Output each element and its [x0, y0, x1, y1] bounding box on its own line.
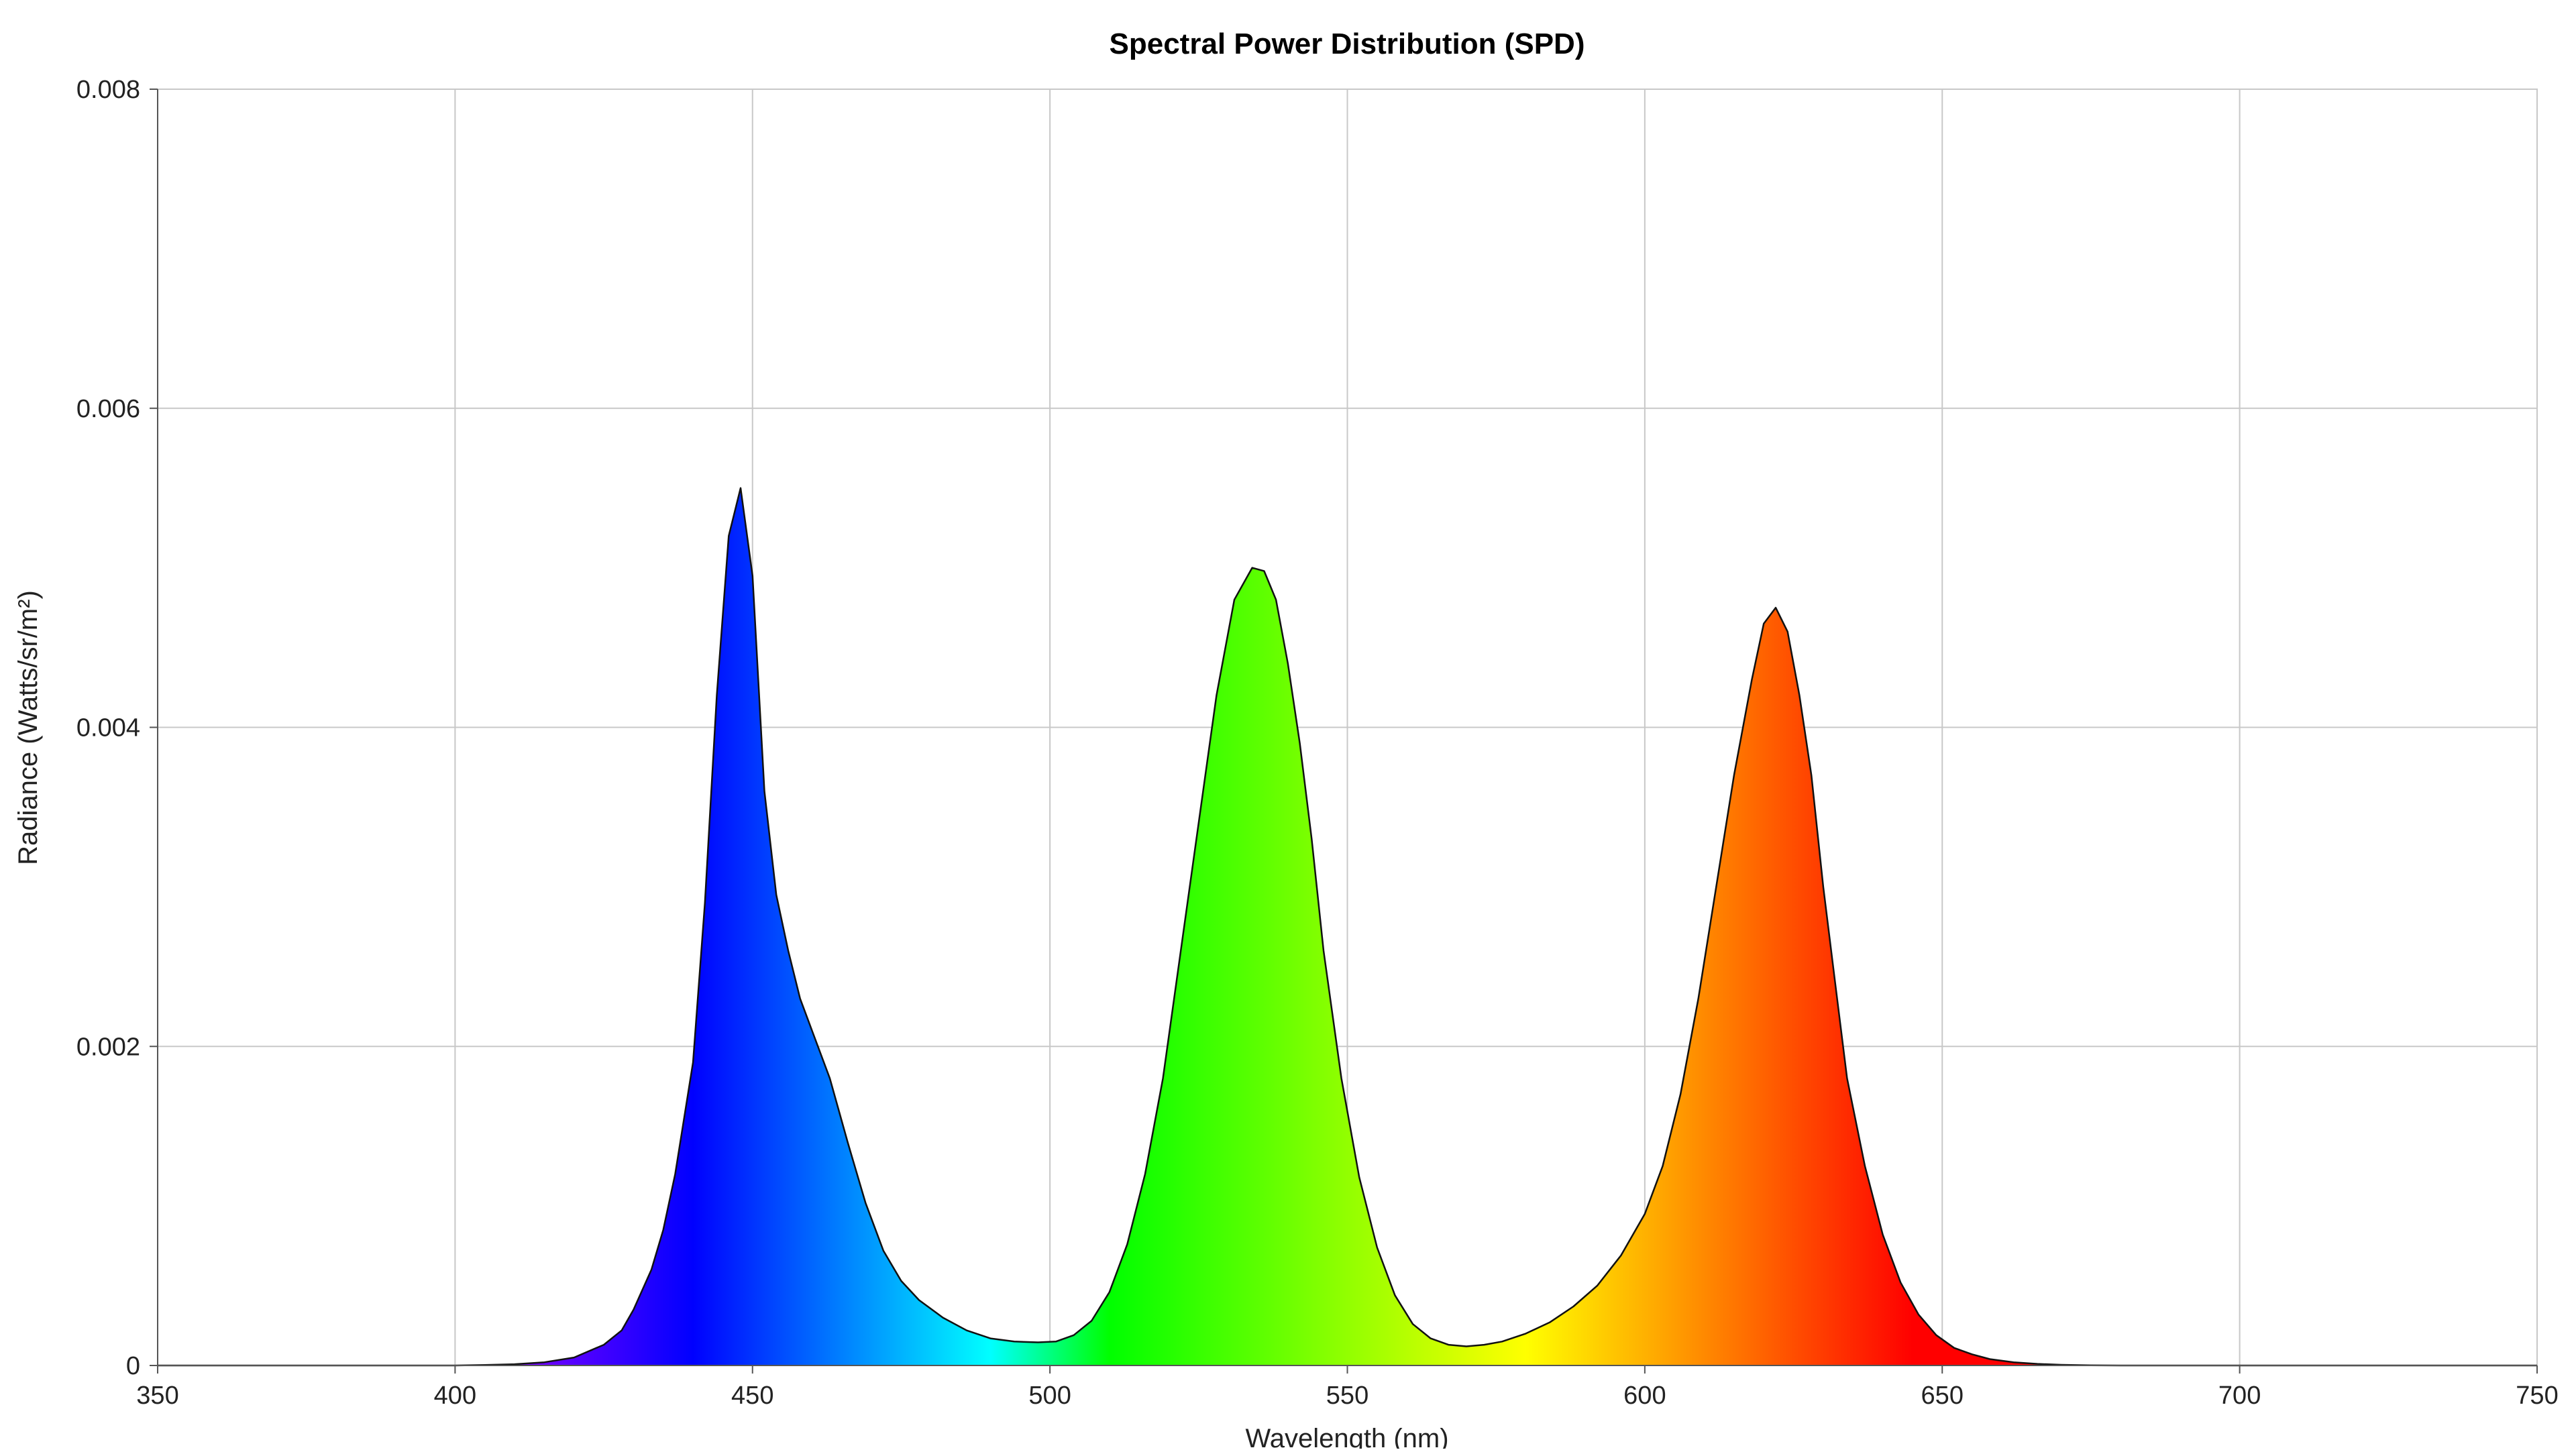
x-tick-label: 600	[1623, 1382, 1666, 1410]
labels: Spectral Power Distribution (SPD) Wavele…	[13, 27, 1585, 1452]
x-tick-label: 650	[1921, 1382, 1964, 1410]
y-tick-label: 0.004	[76, 714, 140, 742]
axes: 350 400 450 500 550 600 650 700 750 0 0.002 0.004 0.…	[76, 76, 2559, 1410]
spd-area-layer	[158, 487, 2537, 1367]
spd-line	[158, 487, 2537, 1367]
x-tick-label: 550	[1326, 1382, 1368, 1410]
y-axis-label: Radiance (Watts/sr/m²)	[13, 590, 43, 865]
x-tick-label: 700	[2218, 1382, 2261, 1410]
x-tick-label: 750	[2516, 1382, 2558, 1410]
x-tick-label: 500	[1028, 1382, 1071, 1410]
x-tick-label: 450	[731, 1382, 773, 1410]
x-tick-label: 350	[136, 1382, 178, 1410]
chart-title: Spectral Power Distribution (SPD)	[1110, 27, 1585, 60]
y-tick-label: 0.008	[76, 76, 140, 104]
spd-area	[158, 488, 2537, 1366]
y-tick-label: 0.002	[76, 1033, 140, 1061]
x-axis-label: Wavelength (nm)	[1245, 1424, 1448, 1449]
x-tick-label: 400	[434, 1382, 476, 1410]
y-tick-label: 0	[126, 1352, 140, 1380]
y-tick-label: 0.006	[76, 395, 140, 423]
